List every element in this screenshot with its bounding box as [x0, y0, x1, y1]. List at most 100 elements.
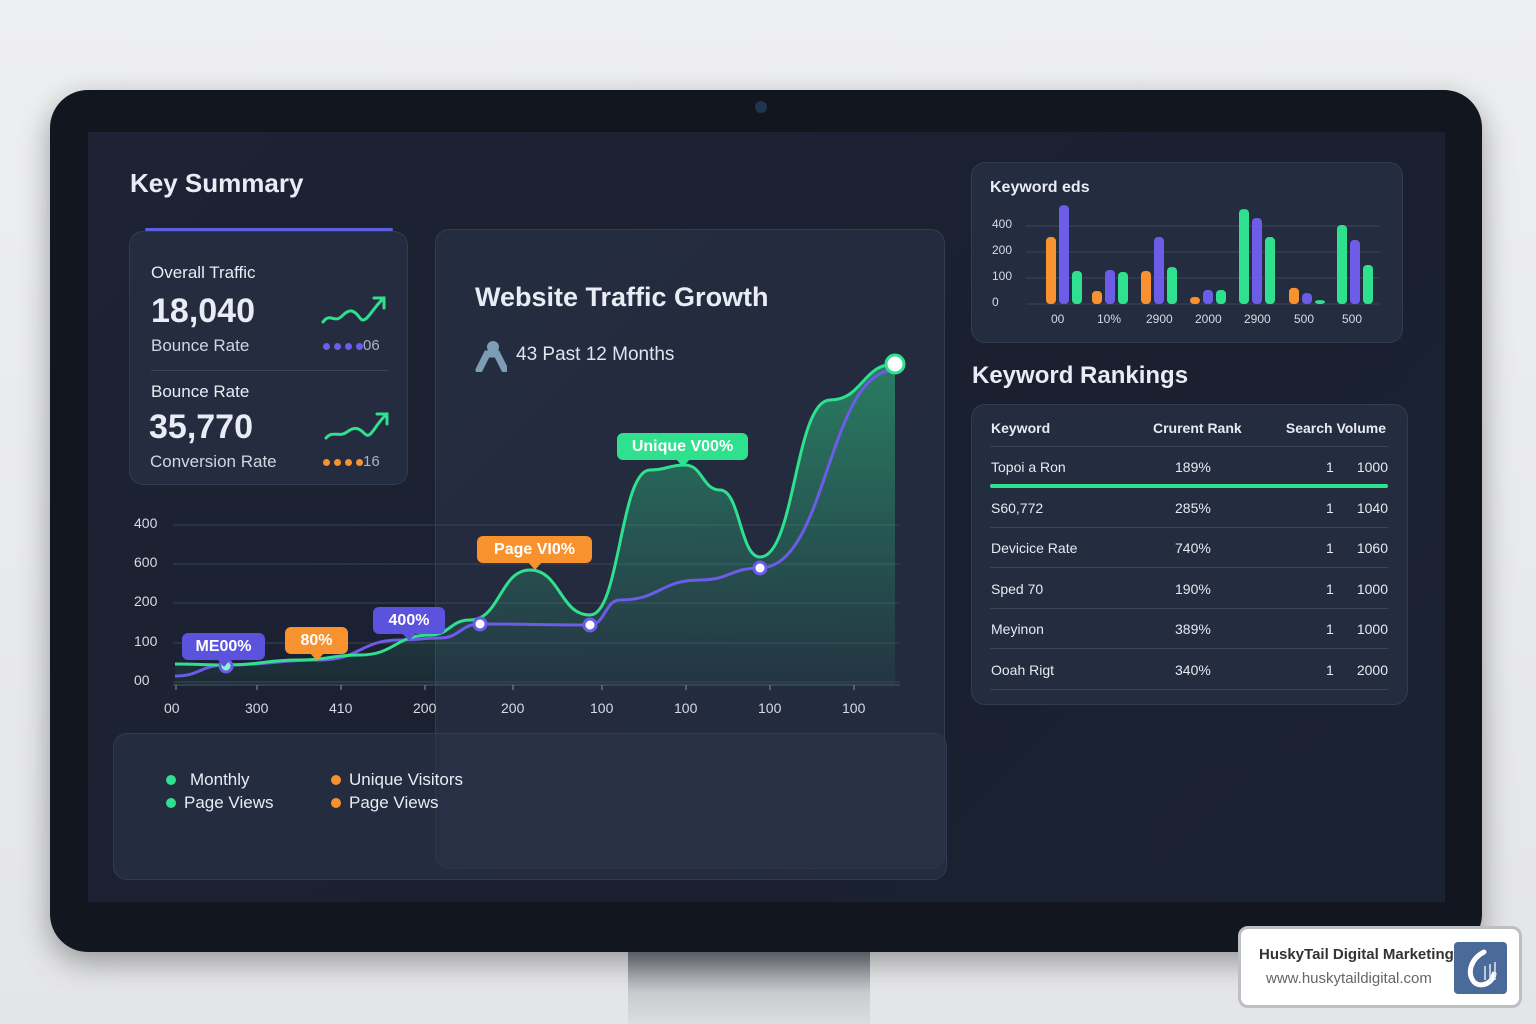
bar	[1154, 237, 1164, 304]
rank-cell: 340%	[1175, 661, 1211, 678]
bar	[1203, 289, 1213, 304]
keyword-cell: Topoi a Ron	[991, 459, 1066, 475]
table-row: Meyinon 389% 1 1000	[990, 609, 1388, 649]
volume-cell: 1000	[1356, 580, 1388, 597]
card-value: 18,040	[151, 292, 255, 330]
bar-y-tick-label: 400	[992, 217, 1013, 231]
header-keyword: Keyword	[991, 420, 1051, 436]
position-cell: 1	[1326, 621, 1334, 637]
bar-x-tick-label: 500	[1294, 312, 1315, 326]
x-tick-label: 100	[674, 700, 698, 716]
chart-callout: 400%	[373, 607, 445, 641]
bar	[1239, 209, 1249, 304]
chart-callout: ME00%	[182, 633, 265, 667]
position-cell: 1	[1326, 540, 1334, 556]
x-tick-label: 200	[413, 700, 437, 716]
chart-callout: Page VI0%	[477, 536, 592, 570]
trend-up-icon	[324, 412, 389, 440]
bar-x-tick-label: 2900	[1244, 312, 1271, 326]
rank-cell: 285%	[1175, 499, 1211, 516]
x-tick-label: 410	[329, 700, 353, 716]
legend-item: Unique Visitors	[331, 770, 463, 790]
keyword-cell: Devicice Rate	[991, 540, 1078, 556]
volume-cell: 2000	[1356, 661, 1388, 678]
bar	[1046, 237, 1056, 304]
table-row: Topoi a Ron 189% 1 1000	[990, 447, 1388, 487]
trend-up-icon	[321, 296, 386, 324]
x-tick-label: 100	[758, 700, 782, 716]
bar-x-tick-label: 2000	[1195, 312, 1222, 326]
chart-callout: 80%	[285, 627, 348, 661]
x-tick-label: 200	[501, 700, 525, 716]
bar	[1265, 237, 1275, 304]
card-indicator: 06	[323, 337, 380, 354]
series-line-green	[174, 362, 896, 667]
position-cell: 1	[1326, 580, 1334, 597]
chart-legend: Monthly Page Views Unique Visitors Page …	[113, 733, 947, 880]
brand-url[interactable]: www.huskytaildigital.com	[1266, 970, 1432, 987]
keyword-cell: S60,772	[991, 499, 1044, 516]
bar	[1252, 217, 1262, 304]
bar	[1315, 300, 1325, 304]
rank-cell: 189%	[1175, 459, 1211, 475]
bar	[1105, 269, 1115, 304]
highlight-bar	[990, 484, 1388, 488]
y-tick-label: 00	[134, 672, 150, 688]
bar-x-tick-label: 00	[1051, 312, 1065, 326]
position-cell: 1	[1326, 459, 1334, 475]
traffic-subtitle: 43 Past 12 Months	[516, 344, 675, 365]
bar	[1350, 240, 1360, 304]
y-tick-label: 400	[134, 515, 158, 531]
header-volume: Search Volume	[1285, 420, 1386, 436]
traffic-title: Website Traffic Growth	[475, 282, 769, 312]
card-sublabel: Conversion Rate	[150, 452, 277, 471]
volume-cell: 1000	[1356, 459, 1388, 475]
rank-cell: 740%	[1175, 540, 1211, 556]
table-header: Keyword Crurent Rank Search Volume	[990, 405, 1388, 447]
summary-accent-bar	[145, 228, 393, 231]
user-icon	[475, 341, 507, 372]
rankings-table: Keyword Crurent Rank Search Volume Topoi…	[971, 404, 1408, 705]
bar-y-tick-label: 200	[992, 243, 1013, 257]
bar-x-tick-label: 2900	[1146, 312, 1173, 326]
bar	[1216, 289, 1226, 304]
card-divider	[151, 370, 388, 371]
bar	[1363, 265, 1373, 304]
legend-item: Monthly	[166, 770, 250, 790]
data-point	[884, 353, 906, 375]
growth-area	[175, 364, 895, 685]
card-label: Bounce Rate	[151, 382, 250, 401]
card-indicator: 16	[323, 453, 380, 470]
x-tick-label: 00	[164, 700, 180, 716]
monitor-stand	[628, 945, 870, 1024]
keyword-cell: Sped 70	[991, 580, 1044, 597]
header-rank: Crurent Rank	[1153, 420, 1242, 436]
bar-x-tick-label: 500	[1342, 312, 1363, 326]
position-cell: 1	[1326, 661, 1334, 678]
bar-x-tick-label: 10%	[1097, 312, 1122, 326]
husky-tail-logo	[1454, 942, 1507, 994]
brand-badge[interactable]: HuskyTail Digital Marketing www.huskytai…	[1238, 926, 1522, 1008]
bar	[1167, 267, 1177, 304]
summary-title: Key Summary	[130, 168, 304, 198]
x-tick-label: 100	[590, 700, 614, 716]
y-tick-label: 100	[134, 633, 158, 649]
data-point	[472, 616, 488, 632]
summary-card: Overall Traffic 18,040 Bounce Rate 06 Bo…	[129, 231, 408, 485]
y-tick-label: 200	[134, 593, 158, 609]
keyword-bar-chart	[1026, 205, 1380, 305]
card-value: 35,770	[149, 408, 253, 446]
bar	[1337, 224, 1347, 304]
card-sublabel: Bounce Rate	[151, 336, 250, 355]
volume-cell: 1000	[1356, 621, 1388, 637]
bar-y-tick-label: 0	[992, 295, 999, 309]
rankings-title: Keyword Rankings	[972, 362, 1189, 389]
bar	[1190, 296, 1200, 304]
bar	[1092, 291, 1102, 304]
bar	[1118, 272, 1128, 304]
data-point	[752, 560, 768, 576]
bar	[1302, 293, 1312, 304]
table-row: Sped 70 190% 1 1000	[990, 569, 1388, 609]
rank-cell: 389%	[1175, 621, 1211, 637]
table-row: S60,772 285% 1 1040	[990, 488, 1388, 528]
